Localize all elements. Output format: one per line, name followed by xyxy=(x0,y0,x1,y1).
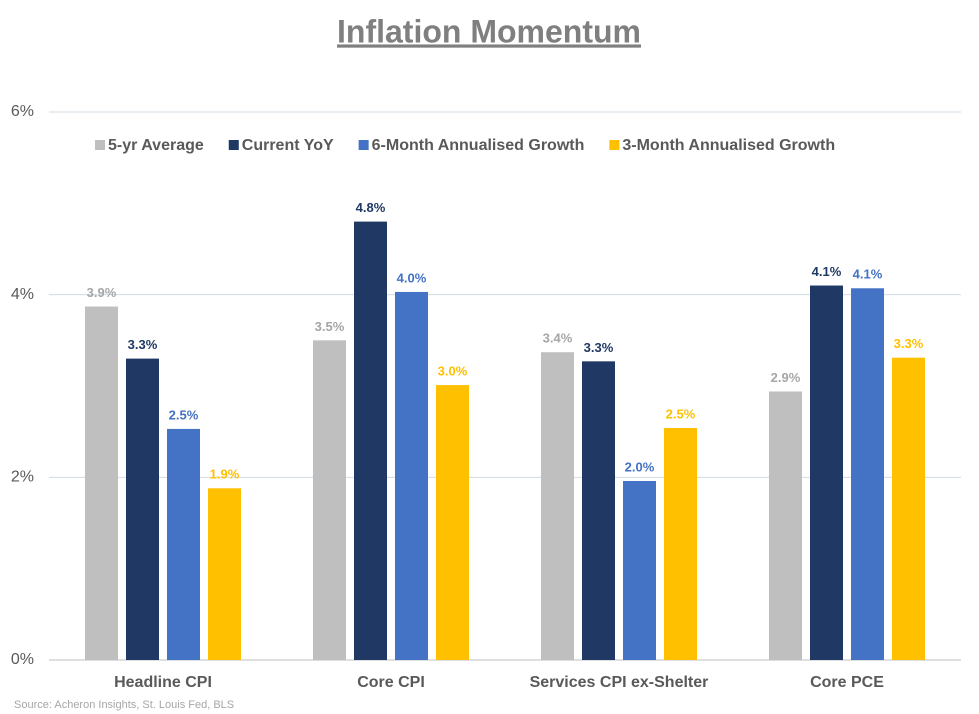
x-tick-label: Services CPI ex-Shelter xyxy=(530,674,709,691)
x-tick-label: Headline CPI xyxy=(114,674,212,691)
legend-label: Current YoY xyxy=(242,137,334,154)
legend-label: 6-Month Annualised Growth xyxy=(372,137,585,154)
bar xyxy=(313,340,346,660)
legend-swatch xyxy=(228,140,239,150)
value-label: 4.1% xyxy=(853,267,883,282)
bar xyxy=(541,352,574,660)
bar xyxy=(851,288,884,660)
source-note: Source: Acheron Insights, St. Louis Fed,… xyxy=(14,699,234,711)
value-label: 4.8% xyxy=(356,200,386,215)
value-label: 2.5% xyxy=(666,406,696,421)
value-label: 3.3% xyxy=(128,337,158,352)
bar xyxy=(436,385,469,660)
bar xyxy=(208,488,241,660)
bar xyxy=(395,291,428,660)
bar xyxy=(85,306,118,660)
legend-label: 5-yr Average xyxy=(108,137,204,154)
bar xyxy=(769,391,802,660)
bar xyxy=(810,285,843,660)
x-tick-label: Core PCE xyxy=(810,674,884,691)
legend-swatch xyxy=(358,140,369,150)
bar xyxy=(354,221,387,660)
value-label: 3.5% xyxy=(315,319,345,334)
value-label: 2.9% xyxy=(771,370,801,385)
value-label: 2.5% xyxy=(169,407,199,422)
value-label: 2.0% xyxy=(625,459,655,474)
bar xyxy=(892,357,925,660)
value-label: 3.0% xyxy=(438,364,468,379)
bar xyxy=(664,428,697,660)
bar xyxy=(623,480,656,660)
value-label: 4.0% xyxy=(397,270,427,285)
legend-swatch xyxy=(95,140,105,150)
value-label: 4.1% xyxy=(812,264,842,279)
legend-label: 3-Month Annualised Growth xyxy=(622,137,835,154)
bar xyxy=(167,428,200,660)
y-tick-label: 6% xyxy=(11,103,34,120)
bar xyxy=(582,361,615,660)
chart-title: Inflation Momentum xyxy=(337,13,641,49)
value-label: 1.9% xyxy=(210,467,240,482)
y-tick-label: 2% xyxy=(11,469,34,486)
y-tick-label: 0% xyxy=(11,651,34,668)
value-label: 3.4% xyxy=(543,331,573,346)
legend-swatch xyxy=(609,140,620,150)
value-label: 3.3% xyxy=(584,340,614,355)
x-tick-label: Core CPI xyxy=(357,674,425,691)
bar xyxy=(126,358,159,660)
y-tick-label: 4% xyxy=(11,286,34,303)
value-label: 3.9% xyxy=(87,285,117,300)
value-label: 3.3% xyxy=(894,336,924,351)
